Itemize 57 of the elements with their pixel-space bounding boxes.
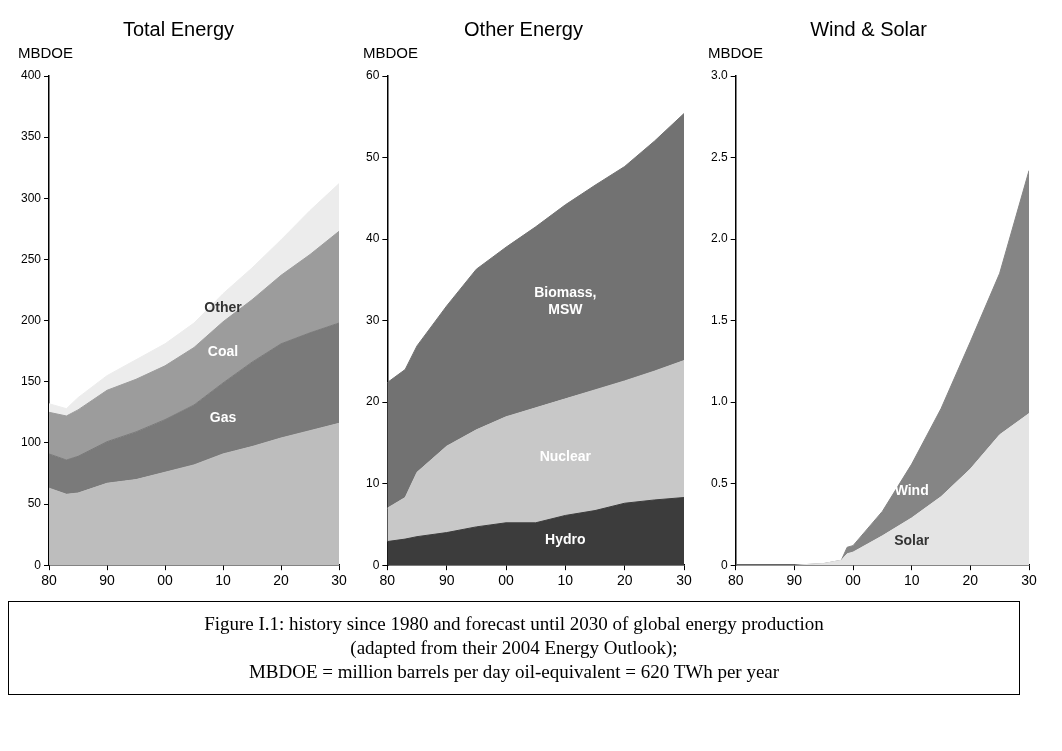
x-tick-label: 30 — [331, 572, 347, 589]
y-tick-label: 0.5 — [710, 475, 728, 490]
y-axis-title: MBDOE — [708, 44, 764, 61]
x-tick-label: 20 — [962, 572, 979, 589]
x-tick-label: 20 — [273, 572, 289, 589]
y-tick-label: 400 — [20, 68, 42, 83]
x-tick-label: 30 — [676, 572, 692, 589]
y-tick-label: 1.5 — [710, 312, 728, 327]
x-tick-label: 00 — [498, 572, 515, 589]
y-tick-label: 100 — [20, 435, 42, 450]
x-tick-label: 90 — [786, 572, 803, 589]
series-label: Gas — [209, 409, 237, 426]
y-tick-label: 350 — [20, 129, 42, 144]
text: Figure I.1: history since 1980 and forecast until 2030 of global energy production — [203, 612, 825, 636]
x-tick-label: 00 — [157, 572, 174, 589]
x-tick-label: 10 — [557, 572, 574, 589]
y-tick-label: 0 — [34, 557, 42, 572]
text: MBDOE = million barrels per day oil-equivalent = 620 TWh per year — [247, 660, 781, 684]
y-tick-label: 300 — [20, 190, 42, 205]
y-tick-label: 250 — [20, 251, 42, 266]
series-label: Biomass, MSW — [534, 284, 597, 318]
x-tick-label: 90 — [438, 572, 455, 589]
y-tick-label: 20 — [365, 394, 380, 409]
series-label: Coal — [207, 343, 239, 360]
x-tick-label: 80 — [41, 572, 58, 589]
x-tick-label: 00 — [845, 572, 862, 589]
x-tick-label: 30 — [1021, 572, 1037, 589]
y-tick-label: 10 — [365, 475, 380, 490]
y-tick-label: 1.0 — [710, 394, 728, 409]
y-tick-label: 2.0 — [710, 231, 728, 246]
text: (adapted from their 2004 Energy Outlook); — [349, 636, 679, 660]
chart-title: Wind & Solar — [810, 17, 928, 40]
y-tick-label: 40 — [365, 231, 380, 246]
y-tick-label: 150 — [20, 374, 42, 389]
y-tick-label: 50 — [27, 496, 42, 511]
series-label: Hydro — [545, 531, 586, 548]
x-tick-label: 90 — [99, 572, 116, 589]
x-tick-label: 10 — [215, 572, 232, 589]
series-label: Other — [204, 298, 243, 315]
y-tick-label: 0 — [720, 557, 728, 572]
chart-title: Other Energy — [464, 17, 583, 40]
x-tick-label: 80 — [727, 572, 744, 589]
y-tick-label: 50 — [365, 149, 380, 164]
y-axis-title: MBDOE — [18, 44, 74, 61]
y-tick-label: 0 — [372, 557, 380, 572]
y-tick-label: 3.0 — [710, 68, 728, 83]
y-tick-label: 200 — [20, 312, 42, 327]
series-label: Wind — [894, 481, 929, 498]
y-tick-label: 30 — [365, 312, 380, 327]
y-tick-label: 2.5 — [710, 149, 728, 164]
y-tick-label: 60 — [365, 68, 380, 83]
x-tick-label: 20 — [616, 572, 633, 589]
chart-title: Total Energy — [122, 17, 235, 40]
series-label: Solar — [894, 532, 930, 549]
x-tick-label: 10 — [903, 572, 920, 589]
x-tick-label: 80 — [379, 572, 396, 589]
y-axis-title: MBDOE — [363, 44, 419, 61]
